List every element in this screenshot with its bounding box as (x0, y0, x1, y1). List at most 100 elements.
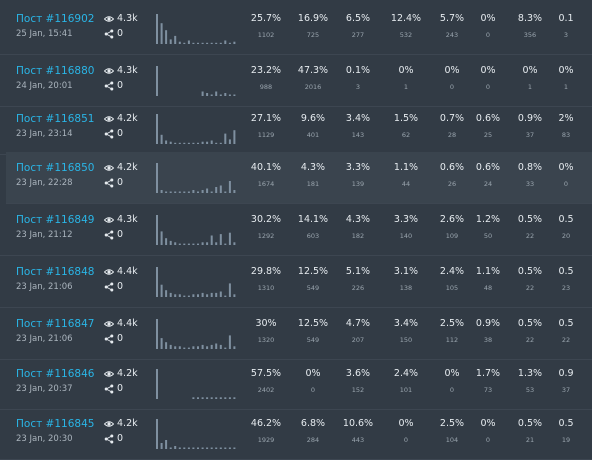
table-row[interactable]: Пост #116850 23 Jan, 22:28 4.2k 0 40.1% 1674 4… (6, 152, 592, 204)
post-title-link[interactable]: Пост #116848 (16, 266, 95, 278)
metric-cell: 25.7% 1102 (236, 13, 296, 39)
metric-cell: 0% 0 (376, 418, 436, 444)
sparkline-bar (201, 292, 204, 297)
post-title-link[interactable]: Пост #116846 (16, 368, 95, 380)
share-icon (104, 230, 114, 239)
shares-stat: 0 (104, 281, 123, 292)
sparkline-bar (169, 141, 172, 144)
eye-icon (104, 320, 114, 327)
metric-percent: 0% (480, 65, 496, 76)
metric-percent: 0.5 (558, 214, 574, 225)
sparkline-bar (187, 142, 190, 144)
sparkline-bar (174, 346, 177, 349)
sparkline-bar (156, 14, 158, 44)
sparkline-bar (201, 42, 204, 44)
shares-count: 0 (117, 28, 124, 39)
post-title-link[interactable]: Пост #116849 (16, 214, 95, 226)
table-row[interactable]: Пост #116880 24 Jan, 20:01 4.3k 0 23.2% 988 47… (0, 55, 592, 107)
shares-count: 0 (117, 128, 124, 139)
metric-count: 0 (563, 180, 569, 188)
metric-percent: 1.1% (475, 266, 501, 277)
table-row[interactable]: Пост #116849 23 Jan, 21:12 4.3k 0 30.2% 1292 1… (0, 204, 592, 256)
post-date: 23 Jan, 22:28 (16, 178, 73, 188)
metric-count: 50 (483, 232, 493, 240)
views-stat: 4.4k (104, 318, 138, 329)
metric-count: 33 (525, 180, 535, 188)
metric-percent: 0.1% (345, 65, 371, 76)
sparkline-bar (215, 242, 218, 245)
metric-cell: 3.1% 138 (376, 266, 436, 292)
sparkline-bar (197, 447, 199, 449)
table-row[interactable]: Пост #116845 23 Jan, 20:30 4.2k 0 46.2% 1929 6… (0, 408, 592, 460)
metric-percent: 23.2% (250, 65, 282, 76)
metric-count: 243 (445, 31, 459, 39)
sparkline-bar (228, 94, 231, 96)
post-title-link[interactable]: Пост #116850 (16, 162, 95, 174)
metric-percent: 3.6% (345, 368, 371, 379)
metric-percent: 14.1% (297, 214, 329, 225)
sparkline-bar (206, 93, 209, 96)
metric-cell: 0.6% 24 (458, 162, 518, 188)
sparkline-bar (160, 443, 163, 449)
eye-icon (104, 115, 114, 122)
metric-percent: 0% (305, 368, 321, 379)
metric-percent: 9.6% (300, 113, 326, 124)
sparkline-bar (224, 40, 227, 44)
metric-count: 3 (355, 83, 361, 91)
metric-cell: 3.6% 152 (328, 368, 388, 394)
post-title-link[interactable]: Пост #116880 (16, 65, 95, 77)
sparkline-bar (224, 447, 227, 449)
post-title-link[interactable]: Пост #116845 (16, 418, 95, 430)
metric-count: 152 (351, 386, 365, 394)
sparkline-bar (178, 346, 181, 349)
sparkline-bar (215, 343, 218, 349)
post-title-link[interactable]: Пост #116902 (16, 13, 95, 25)
sparkline-bar (187, 243, 190, 245)
metric-count: 1292 (257, 232, 275, 240)
post-title-link[interactable]: Пост #116851 (16, 113, 95, 125)
metric-cell: 0.6% 26 (422, 162, 482, 188)
metric-cell: 3.3% 140 (376, 214, 436, 240)
sparkline-bar (224, 347, 227, 349)
table-row[interactable]: Пост #116847 23 Jan, 21:06 4.4k 0 30% 1320 12.… (0, 308, 592, 360)
views-count: 4.2k (117, 113, 138, 124)
table-row[interactable]: Пост #116851 23 Jan, 23:14 4.2k 0 27.1% 1129 9… (0, 103, 592, 155)
sparkline-bar (174, 191, 177, 193)
metric-count: 83 (561, 131, 571, 139)
metric-cell: 0% 1 (536, 65, 592, 91)
metric-percent: 1.2% (475, 214, 501, 225)
metric-count: 0 (485, 83, 491, 91)
metric-percent: 57.5% (250, 368, 282, 379)
metric-count: 1310 (257, 284, 275, 292)
metric-cell: 12.4% 532 (376, 13, 436, 39)
metric-cell: 3.4% 150 (376, 318, 436, 344)
sparkline-bar (192, 294, 195, 297)
sparkline-bar (174, 35, 177, 44)
metric-count: 2016 (304, 83, 322, 91)
sparkline-bar (197, 142, 199, 144)
metric-cell: 5.7% 243 (422, 13, 482, 39)
sparkline-bar (197, 397, 199, 399)
shares-count: 0 (117, 229, 124, 240)
sparkline-bar (233, 242, 236, 245)
metric-percent: 0.5% (517, 214, 543, 225)
metric-count: 62 (401, 131, 411, 139)
activity-sparkline (156, 66, 236, 96)
metric-count: 0 (485, 436, 491, 444)
views-stat: 4.4k (104, 266, 138, 277)
metric-cell: 3.3% 139 (328, 162, 388, 188)
table-row[interactable]: Пост #116902 25 Jan, 15:41 4.3k 0 25.7% 1102 1… (0, 3, 592, 55)
metric-cell: 29.8% 1310 (236, 266, 296, 292)
table-row[interactable]: Пост #116846 23 Jan, 20:37 4.2k 0 57.5% 2402 0… (0, 358, 592, 410)
sparkline-bar (183, 295, 186, 297)
metric-percent: 25.7% (250, 13, 282, 24)
table-row[interactable]: Пост #116848 23 Jan, 21:06 4.4k 0 29.8% 1310 1… (0, 256, 592, 308)
metric-cell: 0.5 20 (536, 214, 592, 240)
post-title-link[interactable]: Пост #116847 (16, 318, 95, 330)
share-icon (104, 178, 114, 187)
metric-cell: 4.3% 181 (283, 162, 343, 188)
sparkline-bar (192, 346, 195, 349)
metric-count: 532 (399, 31, 413, 39)
sparkline-bar (206, 397, 209, 399)
metric-count: 549 (306, 284, 320, 292)
